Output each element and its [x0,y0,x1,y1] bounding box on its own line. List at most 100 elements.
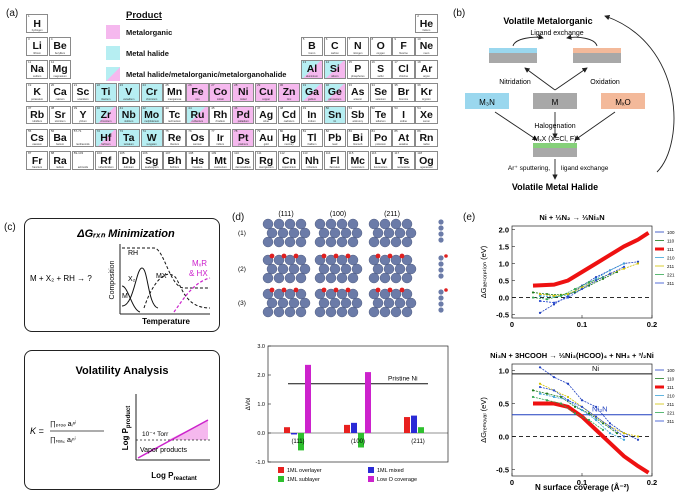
atomic-number: 32 [325,82,330,87]
series-point [622,262,626,265]
series-point [636,435,640,438]
series-line-111 [533,401,650,475]
series-legend-label: 211 [667,264,675,269]
element-symbol: N [353,40,362,53]
adsorption-y-label: ΔGₐₑₛₒᵣₚₜᵢₒₙ (eV) [479,245,488,298]
element-name: bromine [398,97,409,101]
ligand-exchange-label: Ligand exchange [530,30,583,37]
atomic-number: 54 [417,105,421,110]
element-cell-Pb: 82 Pb lead [323,128,346,148]
atomic-number: 25 [165,82,169,87]
element-name: germanium [328,97,342,101]
arrow-m-nitride [524,67,556,91]
element-cell-Rh: 45 Rh rhodium [209,105,232,125]
category-label: (111) [291,439,304,445]
atomic-number: 109 [211,151,217,156]
bar-1ml-overlayer [344,424,350,433]
element-cell-Ta: 73 Ta tantalum [117,128,140,148]
grxn-box [24,218,220,332]
atomic-number: 78 [234,128,238,133]
series-point [573,412,577,415]
element-name: iridium [216,143,225,147]
element-name: francium [32,166,43,170]
series-point [559,294,563,297]
series-point [559,395,563,399]
slab-structure [368,287,417,318]
series-point [573,287,577,291]
element-cell-Ba: 56 Ba barium [48,128,72,148]
element-name: ruthenium [191,120,204,124]
element-cell-Bi: 83 Bi bismuth [346,128,369,148]
element-cell-Ga: 31 Ga gallium [300,82,324,102]
y-tick-label: 0.5 [499,277,509,286]
series-point [545,399,549,402]
bar-1ml-sublayer [298,433,304,451]
k-numerator: ∏ₚᵣₒₔ aᵢⁿⁱ [50,420,76,428]
series-legend-label: 110 [667,377,675,382]
series-line-221 [532,396,604,431]
atomic-number: 105 [119,151,125,156]
atomic-number: 55 [28,128,32,133]
product-legend: Product Metalorganic Metal halide Metal … [106,10,316,88]
element-name: chlorine [398,74,409,78]
atomic-number: 11 [28,59,32,64]
series-point [587,281,591,284]
element-name: yttrium [79,120,87,124]
series-point [531,395,535,399]
element-name: oganesson [420,166,433,170]
element-name: rhodium [215,120,226,124]
element-symbol: H [33,17,41,30]
element-name: sulfur [377,74,384,78]
atomic-number: 34 [371,82,375,87]
element-name: iodine [400,120,407,124]
legend-item-metalorganic: Metalorganic [106,25,306,41]
element-symbol: Cn [282,154,297,167]
row-label: (3) [238,300,246,307]
series-point [531,389,535,392]
atomic-number: 84 [371,128,375,133]
element-symbol: Rn [419,132,434,144]
slab-structure [262,218,311,248]
element-cell-Cd: 48 Cd cadmium [277,105,301,125]
series-legend-label: 100 [667,368,675,373]
series-point [538,294,542,297]
series-point [580,405,584,408]
atomic-number: 116 [371,151,377,156]
slab-structure [314,218,363,248]
y-tick-label: 0.5 [499,400,509,409]
element-symbol: Si [329,63,340,76]
atomic-number: 76 [188,128,192,133]
atomic-number: 13 [302,59,307,64]
element-symbol: Ir [216,132,224,144]
element-symbol: W [146,132,157,144]
m3n-label: M₃N [479,98,495,107]
facet-label: (100) [330,211,346,218]
legend-item-metalhalide: Metal halide [106,46,306,62]
atomic-number: 79 [257,128,261,133]
element-name: tin [333,120,337,124]
element-symbol: Sn [328,109,342,122]
panel-label-a: (a) [6,8,19,19]
element-symbol: Ra [53,154,67,167]
element-cell-Rb: 37 Rb rubidium [26,105,49,125]
element-name: moscovium [351,166,365,170]
element-symbol: Ge [327,86,342,99]
series-point [573,405,577,408]
element-symbol: Cs [30,132,44,144]
atomic-number: 115 [348,151,354,156]
element-symbol: Sb [351,109,365,122]
element-symbol: In [307,109,317,122]
series-point [531,296,535,299]
atomic-number: 15 [348,59,352,64]
bar-low-o-coverage [365,372,371,433]
element-name: arsenic [353,97,362,101]
atomic-number: 18 [417,59,421,64]
series-point [538,392,542,395]
element-name: nihonium [306,166,318,170]
element-symbol: Hg [282,132,297,144]
element-name: platinum [238,143,249,147]
element-symbol: Ru [190,109,205,122]
element-name: flerovium [329,166,341,170]
